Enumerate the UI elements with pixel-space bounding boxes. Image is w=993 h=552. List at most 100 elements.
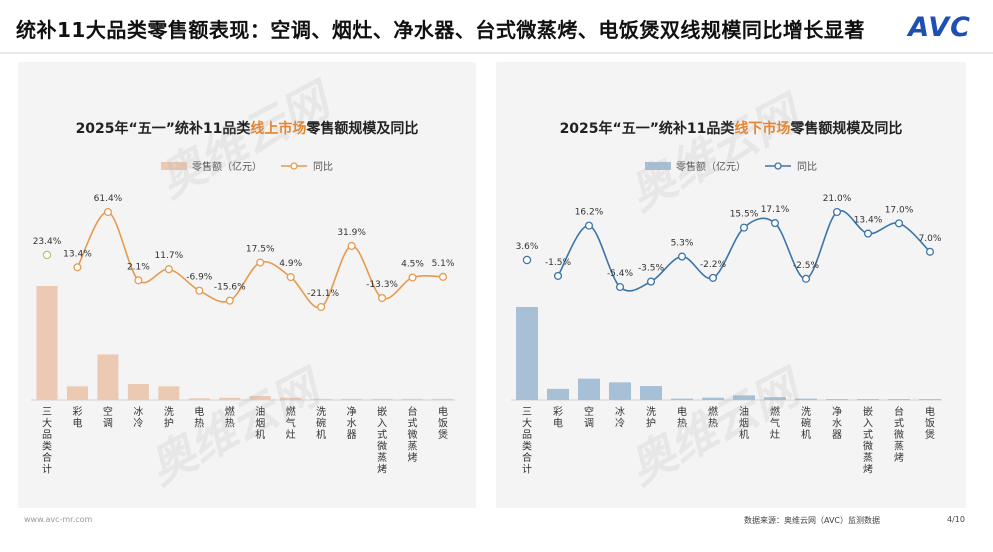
offline-yoy-point xyxy=(894,219,904,228)
offline-yoy-label: -2.5% xyxy=(793,261,820,271)
online-category-char: 微 xyxy=(408,428,418,441)
page-title: 统补11大品类零售额表现：空调、烟灶、净水器、台式微蒸烤、电饭煲双线规模同比增长… xyxy=(16,18,865,42)
offline-category-char: 微 xyxy=(894,428,904,441)
online-category-char: 入 xyxy=(377,419,387,430)
offline-category-char: 冷 xyxy=(615,417,625,430)
online-sales-bar xyxy=(66,386,88,400)
offline-category-char: 冰 xyxy=(615,405,625,418)
offline-category-label: 燃热 xyxy=(708,405,718,430)
offline-category-char: 烤 xyxy=(894,451,904,464)
online-category-char: 护 xyxy=(164,417,174,430)
offline-yoy-point xyxy=(553,271,563,280)
online-chart-svg: 23.4%13.4% 61.4% 2.1% 11.7% -6.9%-15.6% 17.5%… xyxy=(31,194,455,476)
offline-yoy-label: -2.2% xyxy=(700,260,727,270)
online-legend: 零售额（亿元） 同比 xyxy=(18,158,476,173)
offline-category-char: 彩 xyxy=(553,406,563,418)
online-yoy-label: -6.9% xyxy=(186,273,213,283)
offline-category-label: 洗碗机 xyxy=(801,406,811,441)
offline-category-char: 燃 xyxy=(770,405,780,418)
offline-category-char: 合 xyxy=(522,451,532,464)
online-category-char: 合 xyxy=(42,451,52,464)
offline-category-char: 气 xyxy=(770,417,780,430)
online-category-char: 电 xyxy=(194,405,204,418)
online-title-highlight: 线上市场 xyxy=(250,121,307,137)
offline-category-char: 电 xyxy=(677,405,687,418)
online-category-label: 燃热 xyxy=(225,405,235,430)
online-sales-bar xyxy=(158,386,180,400)
online-category-label: 三大品类合计 xyxy=(42,407,52,476)
footer-source: 数据来源：奥维云网（AVC）监测数据 xyxy=(744,516,881,525)
online-yoy-point xyxy=(134,276,143,285)
online-yoy-point xyxy=(438,272,448,281)
online-category-char: 灶 xyxy=(286,428,296,441)
online-category-char: 热 xyxy=(194,417,204,430)
offline-yoy-label: 16.2% xyxy=(575,208,604,218)
footer-url: www.avc-mr.com xyxy=(24,515,93,524)
online-category-label: 洗护 xyxy=(164,406,174,430)
online-category-label: 彩电 xyxy=(72,406,82,430)
offline-category-char: 洗 xyxy=(801,406,811,418)
online-sales-bar xyxy=(341,398,363,400)
offline-category-char: 蒸 xyxy=(863,452,873,464)
online-category-char: 品 xyxy=(42,429,52,441)
online-category-label: 燃气灶 xyxy=(286,405,296,441)
offline-yoy-label: 5.3% xyxy=(671,239,694,249)
online-category-char: 热 xyxy=(225,417,235,430)
offline-category-char: 燃 xyxy=(708,405,718,418)
online-category-char: 烤 xyxy=(377,463,387,476)
offline-category-char: 嵌 xyxy=(863,406,873,418)
online-sales-bar xyxy=(219,397,241,400)
offline-category-char: 类 xyxy=(522,440,532,453)
online-category-char: 烟 xyxy=(255,417,265,430)
offline-category-char: 大 xyxy=(522,417,532,430)
online-yoy-point xyxy=(408,273,417,282)
offline-yoy-point xyxy=(646,277,656,286)
offline-legend-yoy: 同比 xyxy=(764,158,817,173)
offline-sales-bar xyxy=(640,386,662,400)
offline-category-char: 品 xyxy=(522,429,532,441)
offline-sales-bar xyxy=(516,307,538,400)
offline-category-char: 台 xyxy=(894,405,904,418)
offline-category-char: 洗 xyxy=(646,406,656,418)
online-legend-sales-label: 零售额（亿元） xyxy=(192,162,262,173)
offline-sales-bar xyxy=(857,399,879,400)
offline-legend-line-swatch xyxy=(765,161,791,170)
offline-yoy-point xyxy=(770,219,780,228)
online-category-label: 台式微蒸烤 xyxy=(408,405,418,464)
offline-category-char: 空 xyxy=(584,405,594,418)
online-yoy-label: 31.9% xyxy=(337,228,366,238)
offline-sales-bar xyxy=(888,399,910,400)
offline-yoy-point xyxy=(832,207,842,217)
offline-category-char: 烟 xyxy=(739,417,749,430)
online-chart-title: 2025年“五一”统补11品类线上市场零售额规模及同比 xyxy=(18,118,476,138)
offline-category-label: 冰冷 xyxy=(615,405,625,430)
offline-sales-bar xyxy=(609,382,631,400)
offline-legend-sales: 零售额（亿元） xyxy=(645,158,746,173)
offline-yoy-label: -5.4% xyxy=(607,269,634,279)
offline-legend: 零售额（亿元） 同比 xyxy=(496,158,966,173)
online-category-label: 电热 xyxy=(194,405,204,430)
online-category-char: 气 xyxy=(286,417,296,430)
offline-yoy-point xyxy=(863,229,873,238)
offline-chart-svg: 3.6%-1.5%16.2%-5.4%-3.5%5.3%-2.2%15.5% 17… xyxy=(511,194,942,476)
offline-sales-bar xyxy=(547,388,569,400)
online-legend-yoy-label: 同比 xyxy=(313,162,333,173)
online-sales-bar xyxy=(127,384,149,400)
online-total-yoy-point xyxy=(42,250,52,260)
offline-category-label: 电饭煲 xyxy=(925,405,935,441)
online-legend-bar-swatch xyxy=(161,161,187,170)
online-yoy-point xyxy=(347,241,356,251)
online-category-char: 净 xyxy=(347,405,357,418)
offline-chart-title: 2025年“五一”统补11品类线下市场零售额规模及同比 xyxy=(496,118,966,138)
online-yoy-point xyxy=(103,207,112,217)
offline-category-char: 烤 xyxy=(863,463,873,476)
online-sales-bar xyxy=(432,398,454,400)
online-legend-sales: 零售额（亿元） xyxy=(161,158,262,173)
online-category-char: 碗 xyxy=(316,417,326,430)
offline-legend-yoy-label: 同比 xyxy=(797,162,817,173)
offline-category-char: 计 xyxy=(522,463,532,476)
offline-category-char: 电 xyxy=(553,417,563,430)
offline-category-char: 式 xyxy=(863,428,873,441)
online-yoy-label: 2.1% xyxy=(127,262,150,272)
